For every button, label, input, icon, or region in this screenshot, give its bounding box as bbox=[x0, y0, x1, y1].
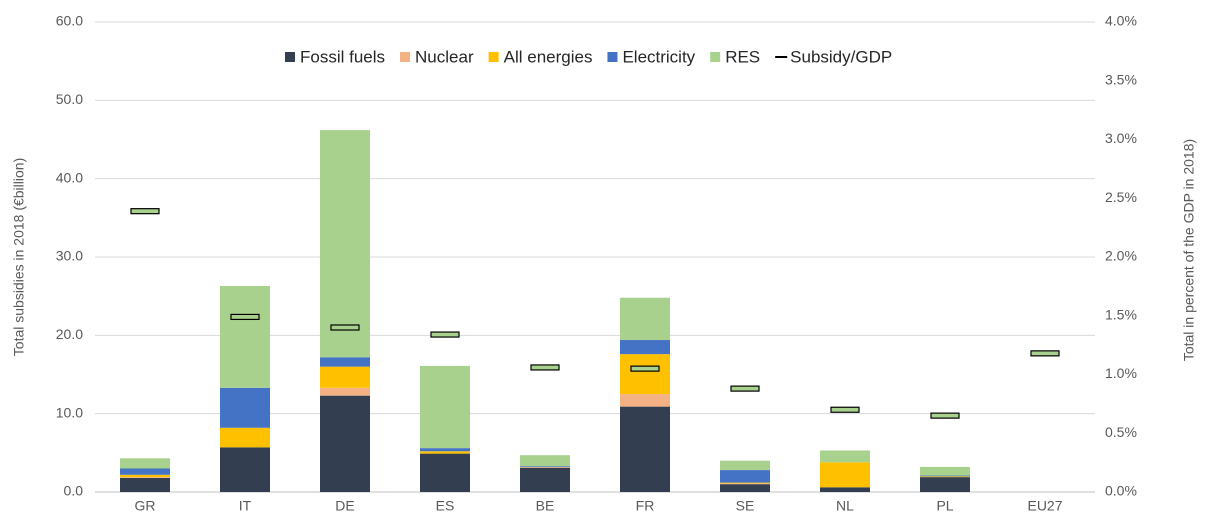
bar-segment bbox=[220, 285, 270, 388]
bar-segment bbox=[220, 387, 270, 428]
bar-segment bbox=[320, 130, 370, 358]
y-tick-label: 50.0 bbox=[56, 91, 83, 107]
legend-swatch bbox=[607, 52, 618, 62]
bar-segment bbox=[120, 477, 170, 478]
y-tick-label: 30.0 bbox=[56, 248, 83, 264]
bar-segment bbox=[320, 357, 370, 367]
bar-segment bbox=[620, 406, 670, 492]
legend-label: Electricity bbox=[622, 47, 695, 66]
bar-segment bbox=[620, 297, 670, 341]
bar-segment bbox=[920, 466, 970, 476]
bar-segment bbox=[220, 447, 270, 492]
bar-segment bbox=[820, 487, 870, 492]
y-tick-label: 40.0 bbox=[56, 169, 83, 185]
y2-tick-label: 0.5% bbox=[1105, 424, 1137, 440]
bar-segment bbox=[420, 453, 470, 492]
bar-segment bbox=[720, 483, 770, 485]
bar-segment bbox=[220, 427, 270, 448]
y2-tick-label: 1.5% bbox=[1105, 306, 1137, 322]
bar-segment bbox=[720, 482, 770, 484]
bar-segment bbox=[920, 476, 970, 478]
x-tick-label: DE bbox=[335, 498, 354, 514]
y2-axis-title: Total in percent of the GDP in 2018) bbox=[1181, 139, 1197, 361]
y2-tick-label: 4.0% bbox=[1105, 13, 1137, 29]
bar-segment bbox=[620, 340, 670, 355]
legend-label: All energies bbox=[504, 47, 593, 66]
gdp-marker bbox=[730, 385, 760, 392]
gdp-marker bbox=[330, 324, 360, 331]
y-tick-label: 10.0 bbox=[56, 404, 83, 420]
gdp-marker bbox=[1030, 350, 1060, 357]
legend-label: Subsidy/GDP bbox=[790, 47, 892, 66]
legend-swatch bbox=[285, 52, 295, 62]
gdp-marker bbox=[830, 406, 860, 413]
bar-segment bbox=[720, 470, 770, 483]
legend-label: Nuclear bbox=[415, 47, 474, 66]
x-tick-label: ES bbox=[436, 498, 455, 514]
x-tick-label: GR bbox=[135, 498, 156, 514]
gdp-marker bbox=[130, 208, 160, 215]
gdp-marker bbox=[530, 364, 560, 371]
y-axis-title: Total subsidies in 2018 (€billion) bbox=[11, 158, 27, 356]
legend-swatch bbox=[710, 52, 721, 62]
bar-segment bbox=[320, 387, 370, 396]
bar-segment bbox=[620, 394, 670, 407]
x-tick-label: BE bbox=[536, 498, 555, 514]
x-tick-label: NL bbox=[836, 498, 854, 514]
bar-segment bbox=[520, 455, 570, 467]
bar-segment bbox=[820, 462, 870, 488]
x-tick-label: SE bbox=[736, 498, 755, 514]
bar-segment bbox=[120, 474, 170, 478]
legend-label: Fossil fuels bbox=[300, 47, 385, 66]
bar-segment bbox=[820, 450, 870, 463]
y-tick-label: 60.0 bbox=[56, 13, 83, 29]
y2-tick-label: 3.5% bbox=[1105, 71, 1137, 87]
bar-segment bbox=[420, 448, 470, 452]
bar-segment bbox=[120, 468, 170, 475]
bar-segment bbox=[520, 466, 570, 468]
x-tick-label: EU27 bbox=[1027, 498, 1062, 514]
legend-swatch bbox=[488, 52, 499, 62]
y2-tick-label: 3.0% bbox=[1105, 130, 1137, 146]
bar-segment bbox=[920, 477, 970, 492]
bar-segment bbox=[720, 484, 770, 492]
gdp-marker bbox=[930, 412, 960, 419]
y2-tick-label: 0.0% bbox=[1105, 483, 1137, 499]
bar-segment bbox=[420, 365, 470, 449]
bar-segment bbox=[320, 395, 370, 492]
y-tick-label: 20.0 bbox=[56, 326, 83, 342]
x-tick-label: PL bbox=[936, 498, 953, 514]
y2-tick-label: 2.0% bbox=[1105, 248, 1137, 264]
bar-segment bbox=[620, 354, 670, 395]
x-tick-label: IT bbox=[239, 498, 252, 514]
bar-segment bbox=[920, 475, 970, 477]
legend-swatch bbox=[400, 52, 411, 62]
legend-label: RES bbox=[725, 47, 760, 66]
bar-segment bbox=[520, 466, 570, 467]
y-tick-label: 0.0 bbox=[64, 483, 84, 499]
y2-tick-label: 1.0% bbox=[1105, 365, 1137, 381]
x-tick-label: FR bbox=[636, 498, 655, 514]
bar-segment bbox=[420, 451, 470, 454]
bar-segment bbox=[120, 458, 170, 469]
bar-segment bbox=[320, 366, 370, 388]
bar-segment bbox=[520, 467, 570, 492]
bar-segment bbox=[720, 460, 770, 471]
y2-tick-label: 2.5% bbox=[1105, 189, 1137, 205]
bar-segment bbox=[120, 477, 170, 492]
gdp-marker bbox=[630, 365, 660, 372]
gdp-marker bbox=[230, 313, 260, 321]
gdp-marker bbox=[430, 331, 460, 338]
